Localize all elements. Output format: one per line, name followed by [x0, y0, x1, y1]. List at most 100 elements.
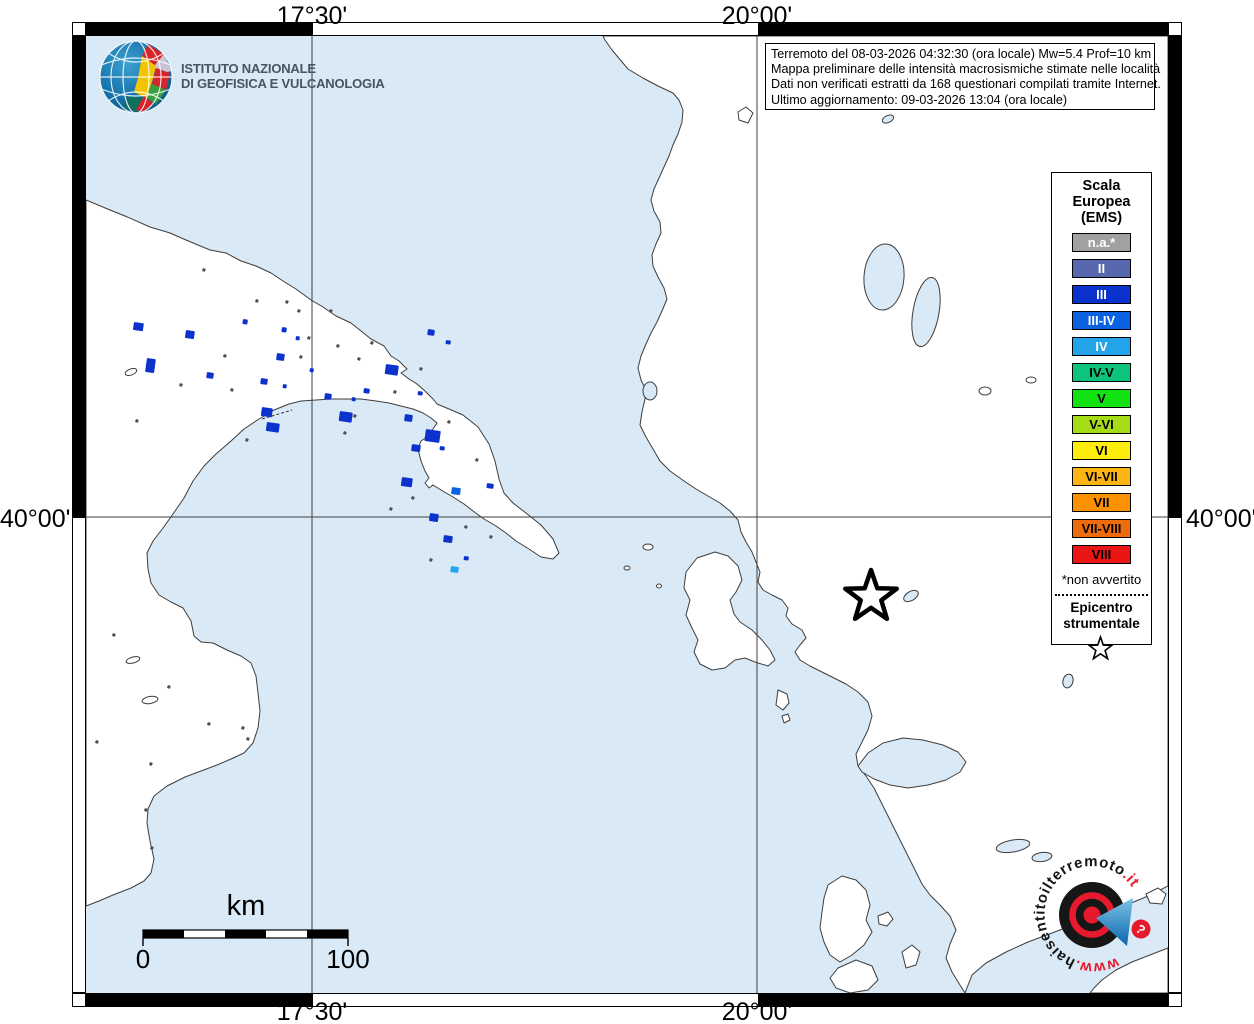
- lake-narta: [881, 114, 895, 124]
- locality-intensity-III: [133, 322, 144, 332]
- locality-speck: [166, 685, 171, 689]
- locality-intensity-III: [295, 336, 300, 341]
- event-line-2: Mappa preliminare delle intensità macros…: [771, 62, 1161, 77]
- locality-intensity-III: [486, 483, 494, 489]
- locality-speck: [488, 535, 493, 539]
- locality-intensity-III: [324, 393, 332, 400]
- scale-bar-unit: km: [226, 890, 266, 922]
- lake-puglia: [124, 368, 138, 376]
- locality-intensity-III: [276, 353, 285, 361]
- islet-west-corfu-1: [642, 543, 654, 551]
- locality-intensity-III: [185, 330, 195, 340]
- globe-grid: [99, 40, 173, 114]
- locality-intensity-III-IV: [451, 487, 461, 496]
- lake-trichonida: [995, 838, 1031, 854]
- taranto-dashed-line: [261, 409, 293, 420]
- locality-speck: [245, 737, 250, 741]
- locality-patches: [94, 268, 494, 850]
- locality-speck: [94, 740, 99, 744]
- frame-top: [86, 22, 1168, 36]
- graticule: [86, 36, 1168, 993]
- island-corfu: [683, 551, 776, 671]
- locality-intensity-III: [417, 391, 423, 396]
- island-antipaxos: [781, 713, 791, 724]
- legend-item-VI-VII: VI-VII: [1072, 467, 1131, 486]
- event-line-1: Terremoto del 08-03-2026 04:32:30 (ora l…: [771, 47, 1152, 61]
- island-ithaca: [901, 944, 921, 969]
- locality-speck: [178, 383, 183, 387]
- locality-speck: [143, 808, 148, 812]
- islet-west-corfu-2: [623, 565, 631, 571]
- logo-wave-cone: [1096, 898, 1133, 946]
- event-line-4: Ultimo aggiornamento: 09-03-2026 13:04 (…: [771, 92, 1068, 107]
- locality-speck: [428, 558, 433, 562]
- locality-intensity-III: [265, 422, 280, 433]
- locality-speck: [244, 438, 249, 442]
- legend-item-V: V: [1072, 389, 1131, 408]
- legend-item-VI: VI: [1072, 441, 1131, 460]
- legend-items: n.a.* II III III-IV IV IV-V V V-VI VI VI-VII VII VI…: [1052, 233, 1151, 564]
- locality-intensity-III: [427, 329, 435, 336]
- legend-item-III-IV: III-IV: [1072, 311, 1131, 330]
- locality-intensity-III: [404, 414, 413, 422]
- intensity-legend: Scala Europea (EMS) n.a.* II III III-IV IV IV…: [1051, 172, 1152, 661]
- coord-bottom-17-30: 17°30': [276, 998, 348, 1024]
- haisentitoilterremoto-logo: ? www.haisentitoilterremoto.it: [1031, 853, 1151, 977]
- landmass-peloponnese: [1089, 947, 1168, 993]
- legend-star-icon: [1086, 634, 1115, 661]
- island-kefalonia: [829, 959, 879, 993]
- locality-intensity-III: [439, 446, 445, 451]
- legend-divider: [1055, 594, 1148, 596]
- locality-speck: [335, 344, 340, 348]
- locality-intensity-III: [384, 364, 399, 376]
- epicenter-label-1: Epicentro: [1070, 600, 1133, 615]
- island-gulf-islet: [1145, 887, 1167, 905]
- lake-basilicata-1: [125, 656, 141, 664]
- frame-left: [72, 36, 86, 993]
- legend-item-VII-VIII: VII-VIII: [1072, 519, 1131, 538]
- coord-top-17-30: 17°30': [276, 2, 348, 30]
- legend-item-V-VI: V-VI: [1072, 415, 1131, 434]
- locality-speck: [148, 762, 153, 766]
- locality-intensity-III: [260, 378, 268, 385]
- lake-prespa: [911, 276, 941, 348]
- locality-intensity-III: [424, 429, 441, 443]
- ingv-line2: DI GEOFISICA E VULCANOLOGIA: [181, 76, 385, 91]
- locality-intensity-IV: [450, 566, 459, 573]
- legend-item-III: III: [1072, 285, 1131, 304]
- island-sazan: [737, 106, 754, 124]
- locality-speck: [418, 366, 423, 371]
- legend-title-3: (EMS): [1080, 210, 1123, 226]
- ingv-logo-globe: [99, 40, 173, 114]
- landmass-balkans: [602, 36, 1168, 993]
- locality-speck: [240, 726, 245, 730]
- locality-intensity-III: [445, 340, 451, 345]
- locality-speck: [369, 341, 374, 345]
- locality-speck: [392, 390, 397, 394]
- frame-corner-bl: [72, 993, 86, 1007]
- locality-speck: [410, 496, 415, 500]
- locality-speck: [284, 300, 289, 304]
- frame-corner-br: [1168, 993, 1182, 1007]
- lake-ohrid: [863, 243, 905, 311]
- locality-speck: [328, 309, 333, 313]
- locality-intensity-III: [463, 556, 469, 561]
- locality-speck: [298, 355, 303, 359]
- scale-bar: [142, 929, 349, 946]
- lake-kastoria: [1062, 673, 1074, 689]
- logo-target-center: [1083, 906, 1101, 924]
- locality-intensity-III: [282, 384, 287, 389]
- locality-intensity-III: [281, 327, 287, 333]
- locality-speck: [134, 419, 139, 423]
- locality-intensity-III: [400, 477, 413, 488]
- locality-intensity-III: [206, 372, 214, 379]
- coord-right-40-00: 40°00': [1186, 505, 1254, 533]
- locality-speck: [254, 299, 259, 303]
- lake-ioannina: [903, 589, 919, 603]
- legend-item-II: II: [1072, 259, 1131, 278]
- logo-question-badge: [1131, 919, 1151, 939]
- event-line-3: Dati non verificati estratti da 168 ques…: [771, 77, 1161, 92]
- locality-speck: [206, 722, 211, 726]
- locality-speck: [111, 632, 116, 637]
- logo-text-www: www.: [1072, 954, 1122, 977]
